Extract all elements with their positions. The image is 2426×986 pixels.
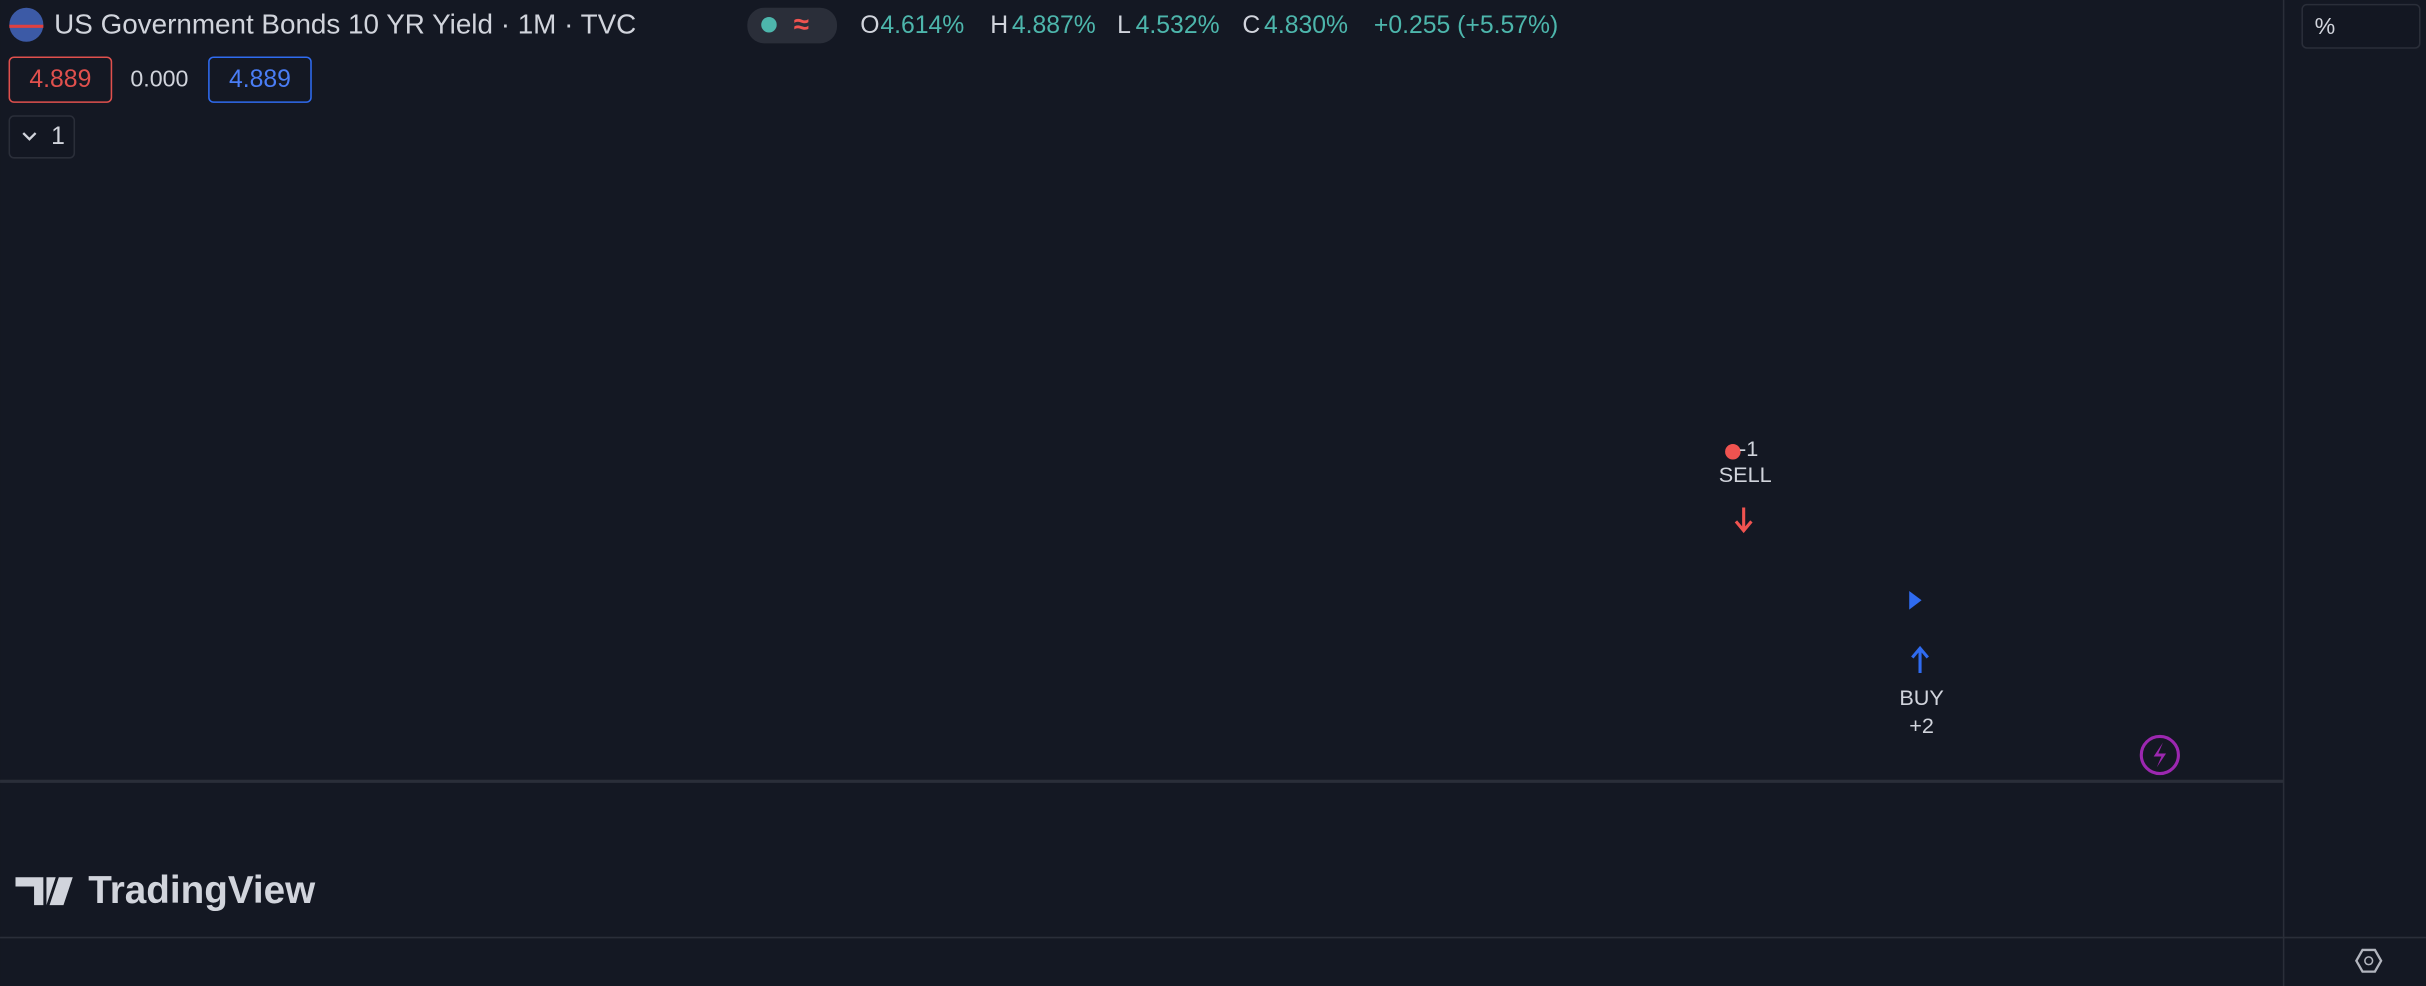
status-pill[interactable]: [747, 7, 838, 44]
ohlc-value: 4.887%: [1012, 12, 1096, 39]
logo-mark: [15, 877, 73, 906]
collapse-button[interactable]: [8, 115, 76, 159]
ohlc-key: H: [990, 12, 1008, 39]
logo-text: TradingView: [88, 869, 316, 912]
data-status: ≈: [794, 9, 809, 40]
lightning-button[interactable]: [2139, 734, 2180, 776]
indicator-value: 0.000: [130, 66, 188, 92]
collapse-count: 1: [51, 123, 65, 150]
buy-arrow: [1911, 645, 1929, 674]
ohlc-key: L: [1117, 12, 1131, 39]
signal-label: BUY: [1899, 685, 1944, 710]
ohlc-value: 4.830%: [1264, 12, 1348, 39]
sell-dot: [1725, 444, 1741, 460]
flag-stripe: [9, 24, 44, 28]
ohlc-value: 4.614%: [880, 12, 964, 39]
signal-count: +2: [1909, 713, 1934, 738]
chevron-icon: [22, 132, 37, 141]
settings-icon: [2364, 956, 2374, 966]
ohlc-key: C: [1242, 12, 1260, 39]
market-status: [761, 17, 777, 33]
indicator-box[interactable]: [208, 56, 312, 103]
settings-button[interactable]: [2355, 948, 2383, 973]
lightning-icon: [2153, 742, 2167, 768]
ohlc-key: O: [860, 12, 879, 39]
indicator-value: 4.889: [29, 66, 91, 93]
signal-label: SELL: [1719, 462, 1772, 487]
sell-arrow: [1734, 507, 1753, 534]
ohlc-value: 4.532%: [1136, 12, 1220, 39]
scale-unit: %: [2315, 13, 2336, 39]
change: +0.255 (+5.57%): [1374, 12, 1558, 39]
indicator-box[interactable]: [8, 56, 113, 103]
symbol-title: US Government Bonds 10 YR Yield · 1M · T…: [54, 9, 636, 40]
indicator-value: 4.889: [229, 66, 291, 93]
signal-count: -1: [1739, 436, 1758, 461]
scale-unit-box[interactable]: [2301, 3, 2421, 49]
buy-flag: [1909, 591, 1922, 610]
